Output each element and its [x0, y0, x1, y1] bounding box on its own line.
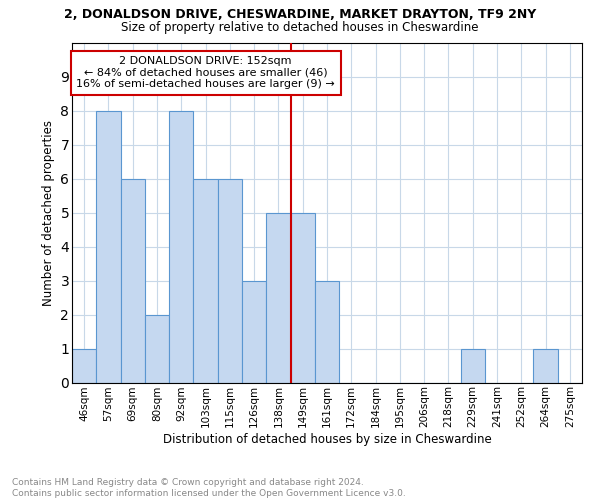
- Bar: [218, 178, 242, 382]
- Bar: [169, 110, 193, 382]
- Bar: [242, 280, 266, 382]
- Text: 2, DONALDSON DRIVE, CHESWARDINE, MARKET DRAYTON, TF9 2NY: 2, DONALDSON DRIVE, CHESWARDINE, MARKET …: [64, 8, 536, 20]
- Bar: [290, 212, 315, 382]
- Text: Contains HM Land Registry data © Crown copyright and database right 2024.
Contai: Contains HM Land Registry data © Crown c…: [12, 478, 406, 498]
- Y-axis label: Number of detached properties: Number of detached properties: [42, 120, 55, 306]
- Bar: [121, 178, 145, 382]
- Bar: [266, 212, 290, 382]
- Bar: [315, 280, 339, 382]
- Bar: [533, 348, 558, 382]
- Bar: [96, 110, 121, 382]
- Bar: [193, 178, 218, 382]
- Bar: [72, 348, 96, 382]
- Text: Size of property relative to detached houses in Cheswardine: Size of property relative to detached ho…: [121, 21, 479, 34]
- Bar: [461, 348, 485, 382]
- Bar: [145, 314, 169, 382]
- Text: 2 DONALDSON DRIVE: 152sqm
← 84% of detached houses are smaller (46)
16% of semi-: 2 DONALDSON DRIVE: 152sqm ← 84% of detac…: [76, 56, 335, 90]
- X-axis label: Distribution of detached houses by size in Cheswardine: Distribution of detached houses by size …: [163, 433, 491, 446]
